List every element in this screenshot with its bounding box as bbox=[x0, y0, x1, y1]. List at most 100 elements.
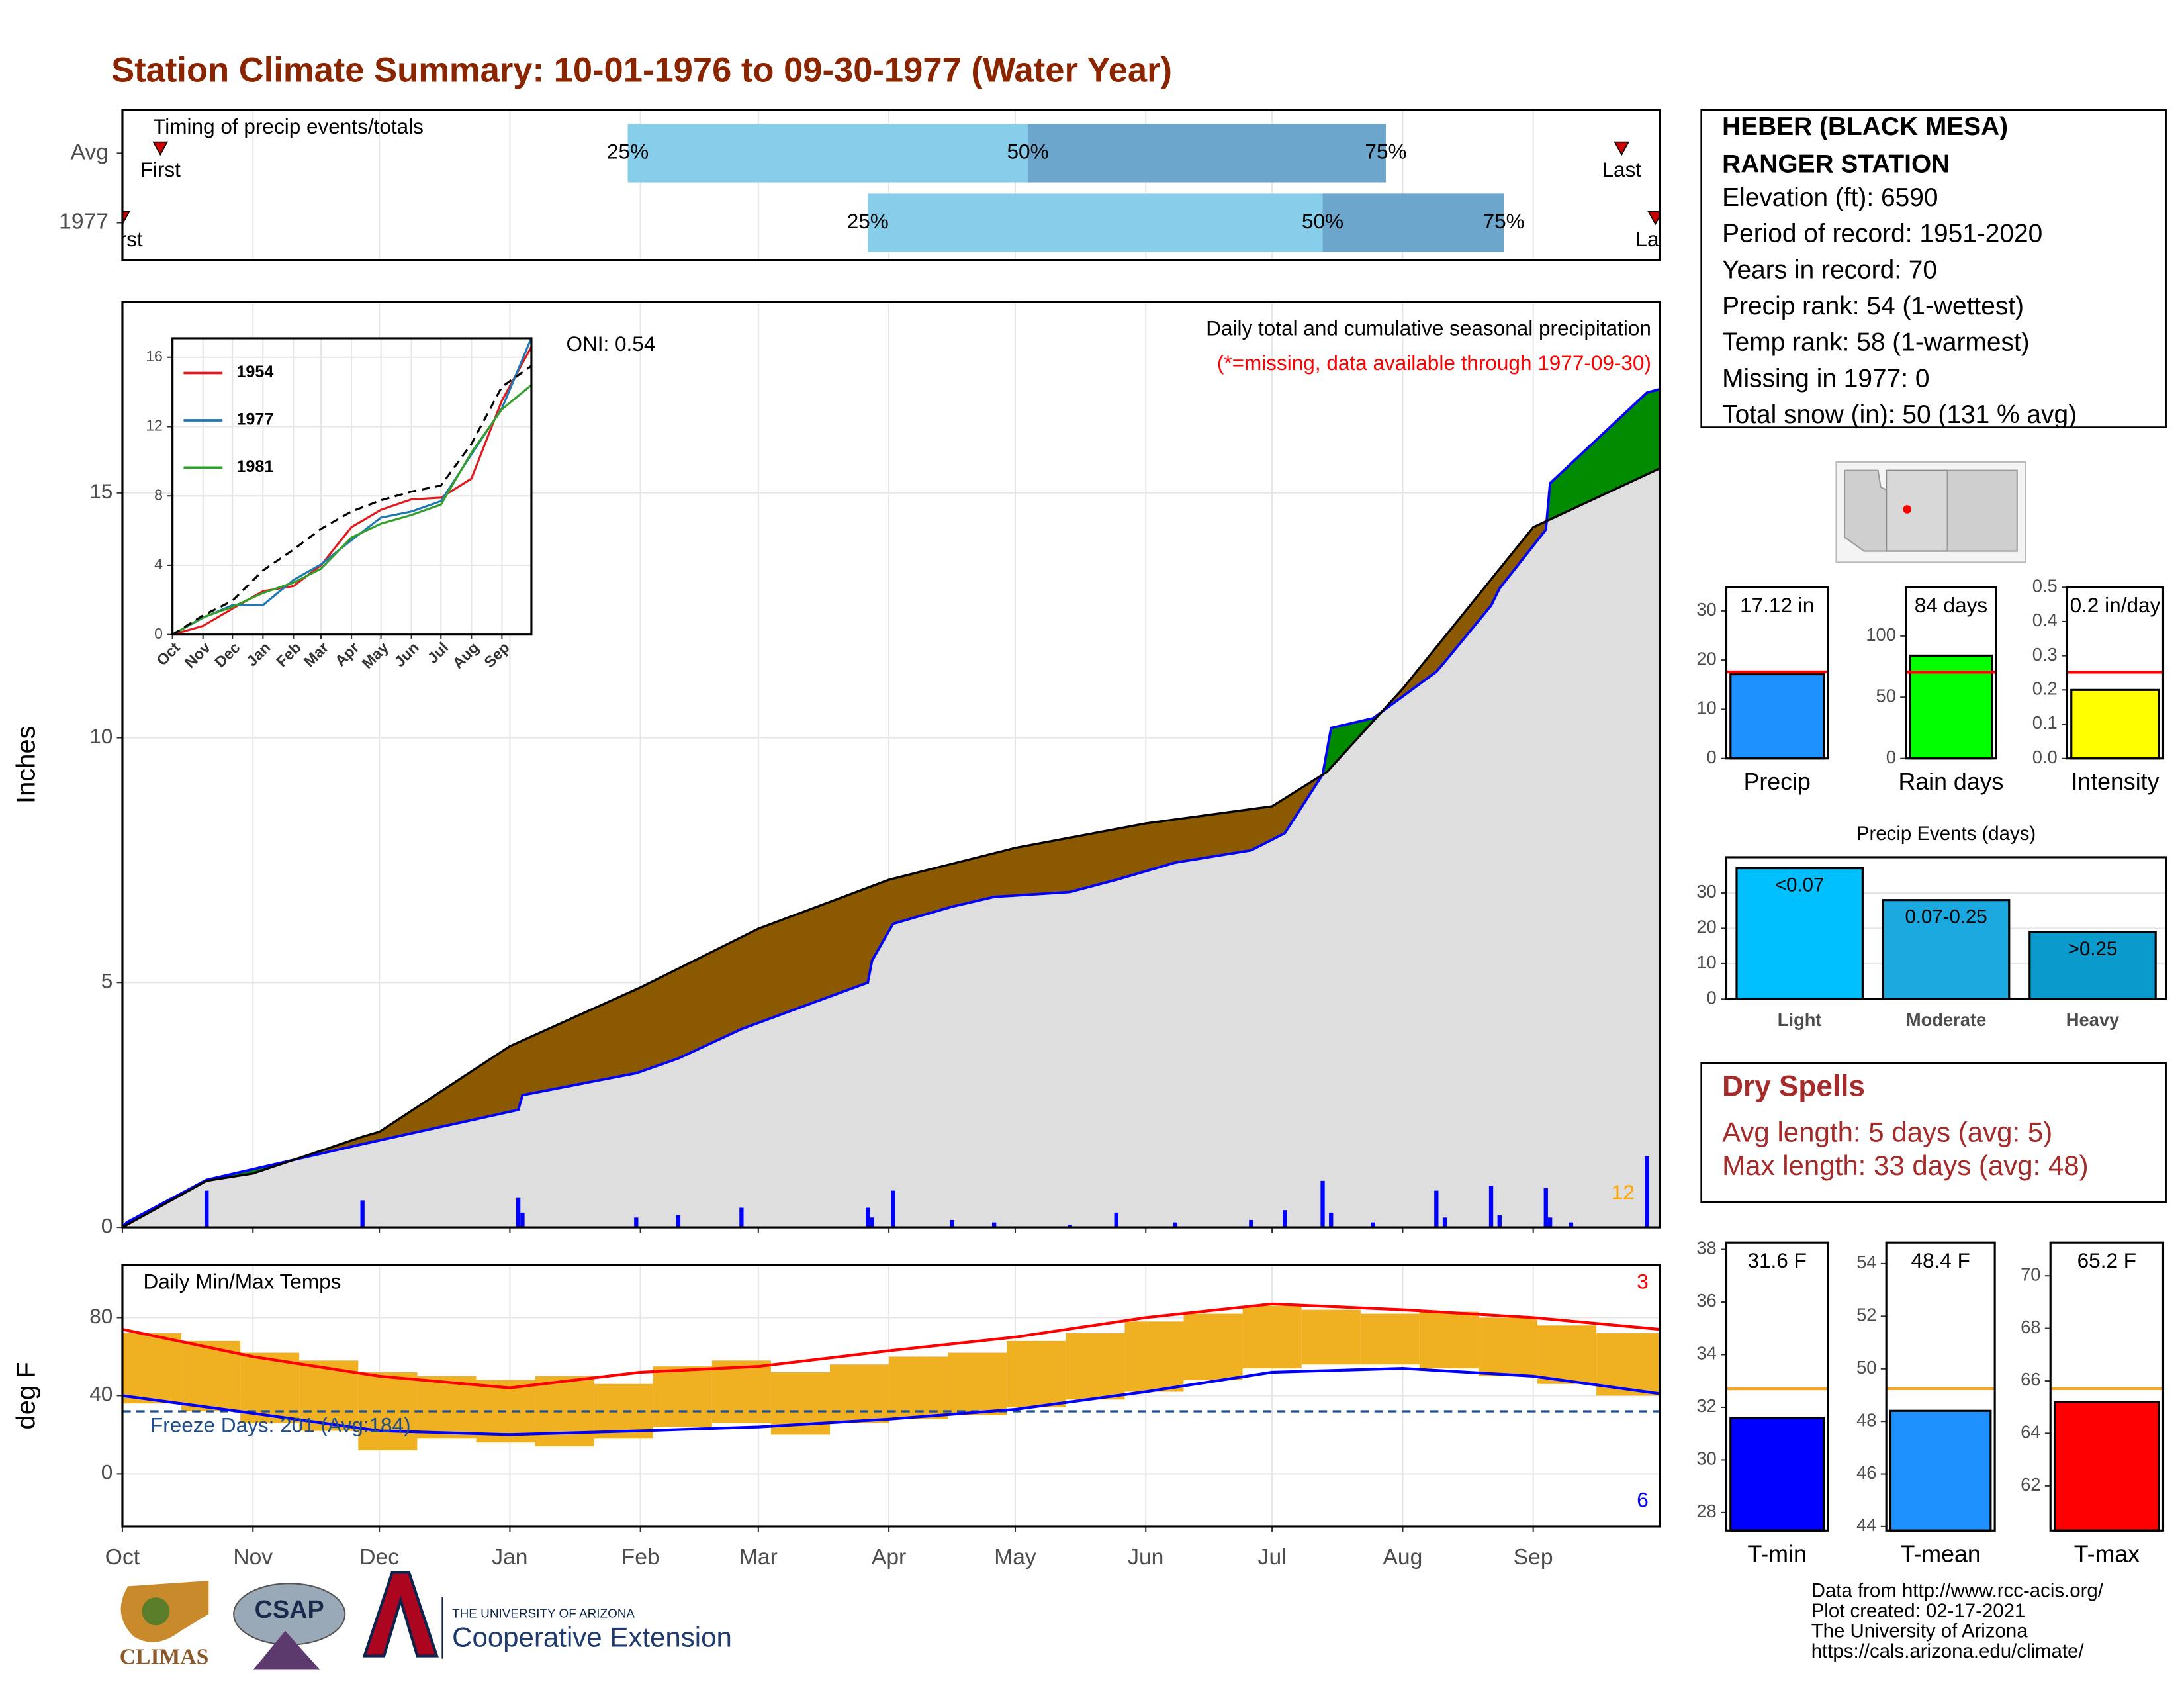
y-tick-label: 0 bbox=[1886, 747, 1896, 767]
dry-spells-box bbox=[1700, 1062, 2167, 1203]
station-line: Period of record: 1951-2020 bbox=[1722, 220, 2042, 248]
y-tick-label: 15 bbox=[89, 479, 113, 503]
daily-precip-bar bbox=[1488, 1186, 1494, 1228]
summary-bar bbox=[1729, 1417, 1825, 1532]
y-tick-label: 20 bbox=[1696, 917, 1716, 937]
station-line: Temp rank: 58 (1-warmest) bbox=[1722, 328, 2029, 357]
daily-precip-bar bbox=[205, 1190, 209, 1228]
x-tick-label: Jan bbox=[492, 1545, 527, 1570]
event-marker bbox=[122, 211, 130, 226]
daily-precip-bar bbox=[1371, 1222, 1376, 1228]
x-tick-label: Heavy bbox=[2066, 1009, 2120, 1030]
temp-range-bar bbox=[1124, 1321, 1184, 1392]
value-label: 0.2 in/day bbox=[2070, 593, 2161, 617]
y-tick-label: 16 bbox=[146, 348, 163, 365]
panel-note: (*=missing, data available through 1977-… bbox=[1217, 351, 1651, 375]
daily-precip-bar bbox=[520, 1212, 525, 1228]
y-tick-label: 50 bbox=[1876, 685, 1896, 706]
event-label: First bbox=[140, 158, 181, 181]
y-tick-label: 10 bbox=[89, 724, 113, 748]
plot-frame bbox=[1905, 586, 1997, 760]
y-tick-label: 0 bbox=[101, 1213, 113, 1237]
dry-spells-line: Max length: 33 days (avg: 48) bbox=[1722, 1150, 2089, 1181]
daily-precip-bar bbox=[1569, 1222, 1574, 1228]
summary-bar bbox=[2053, 1401, 2160, 1532]
y-tick-label: 40 bbox=[89, 1382, 113, 1406]
value-label: 17.12 in bbox=[1740, 593, 1814, 617]
plot-frame bbox=[171, 337, 533, 636]
daily-precip-bar bbox=[1442, 1217, 1447, 1228]
credit-line: https://cals.arizona.edu/climate/ bbox=[1811, 1640, 2085, 1662]
y-tick-label: 10 bbox=[1696, 698, 1716, 718]
temp-range-bar bbox=[1478, 1317, 1538, 1376]
summary-bar bbox=[1889, 1409, 1992, 1532]
quantile-label: 75% bbox=[1483, 209, 1525, 233]
y-tick-label: 20 bbox=[1696, 648, 1716, 669]
y-tick-label: 30 bbox=[1696, 599, 1716, 620]
station-line: Elevation (ft): 6590 bbox=[1722, 183, 1938, 212]
timing-bar bbox=[627, 124, 1028, 183]
plot-frame bbox=[1725, 586, 1829, 760]
temp-range-bar bbox=[1301, 1309, 1361, 1365]
plot-frame bbox=[1885, 1241, 1996, 1532]
x-tick-label: Moderate bbox=[1906, 1009, 1986, 1030]
temp-range-bar bbox=[1537, 1325, 1597, 1384]
record-low-count: 6 bbox=[1637, 1487, 1649, 1511]
daily-precip-bar bbox=[1329, 1212, 1334, 1228]
y-tick-label: 46 bbox=[1856, 1462, 1876, 1483]
daily-precip-bar bbox=[516, 1197, 521, 1228]
page-title: Station Climate Summary: 10-01-1976 to 0… bbox=[111, 50, 1172, 89]
y-tick-label: 50 bbox=[1856, 1357, 1876, 1378]
x-tick-label: Nov bbox=[233, 1545, 273, 1570]
quantile-label: 25% bbox=[847, 209, 889, 233]
daily-precip-bar bbox=[360, 1200, 365, 1228]
daily-precip-bar bbox=[1547, 1217, 1553, 1228]
x-tick-label: Mar bbox=[739, 1545, 778, 1570]
credit-line: Plot created: 02-17-2021 bbox=[1811, 1600, 2026, 1622]
daily-precip-bar bbox=[634, 1217, 639, 1228]
category-label: Rain days bbox=[1899, 769, 2004, 795]
daily-precip-bar bbox=[950, 1219, 954, 1228]
value-label: 31.6 F bbox=[1748, 1248, 1807, 1272]
y-tick-label: 68 bbox=[2021, 1317, 2040, 1337]
legend-label: 1977 bbox=[236, 410, 273, 429]
quantile-label: 50% bbox=[1302, 209, 1343, 233]
y-tick-label: 80 bbox=[89, 1304, 113, 1328]
temp-range-bar bbox=[948, 1352, 1007, 1415]
legend-label: 1981 bbox=[236, 457, 273, 476]
inset-line bbox=[171, 365, 532, 635]
value-label: 65.2 F bbox=[2077, 1248, 2136, 1272]
temp-range-bar bbox=[1419, 1311, 1479, 1369]
avg-temp-line bbox=[122, 1302, 1660, 1389]
event-marker bbox=[1614, 141, 1630, 156]
y-tick-label: 28 bbox=[1696, 1501, 1716, 1521]
logo-text: CLIMAS bbox=[120, 1644, 209, 1669]
logo-text: Cooperative Extension bbox=[452, 1621, 732, 1652]
x-tick-label: Apr bbox=[872, 1545, 906, 1570]
y-tick-label: 0.5 bbox=[2032, 575, 2058, 596]
y-tick-label: 0 bbox=[101, 1460, 113, 1484]
temp-range-bar bbox=[653, 1366, 712, 1427]
csap-logo bbox=[253, 1630, 320, 1670]
station-line: Missing in 1977: 0 bbox=[1722, 364, 1929, 393]
daily-precip-bar bbox=[992, 1222, 997, 1228]
panel-title: Precip Events (days) bbox=[1856, 823, 2036, 845]
category-label: T-max bbox=[2074, 1541, 2140, 1568]
y-tick-label: 12 bbox=[146, 417, 163, 434]
temp-range-bar bbox=[1360, 1313, 1420, 1365]
x-tick-label: Feb bbox=[621, 1545, 660, 1570]
count-label: 12 bbox=[1612, 1180, 1635, 1204]
daily-precip-bar bbox=[1645, 1156, 1649, 1228]
value-label: 84 days bbox=[1915, 593, 1987, 617]
value-label: 48.4 F bbox=[1911, 1248, 1970, 1272]
daily-precip-bar bbox=[891, 1190, 895, 1228]
y-tick-label: 38 bbox=[1696, 1238, 1716, 1258]
daily-precip-bar bbox=[1320, 1180, 1325, 1228]
y-tick-label: 10 bbox=[1696, 952, 1716, 972]
logo-text: CSAP bbox=[255, 1596, 324, 1624]
y-tick-label: 44 bbox=[1856, 1515, 1876, 1535]
y-axis-label: Inches bbox=[12, 726, 41, 804]
bar bbox=[2028, 931, 2157, 1000]
y-tick-label: 36 bbox=[1696, 1290, 1716, 1311]
temp-range-bar bbox=[889, 1356, 948, 1419]
